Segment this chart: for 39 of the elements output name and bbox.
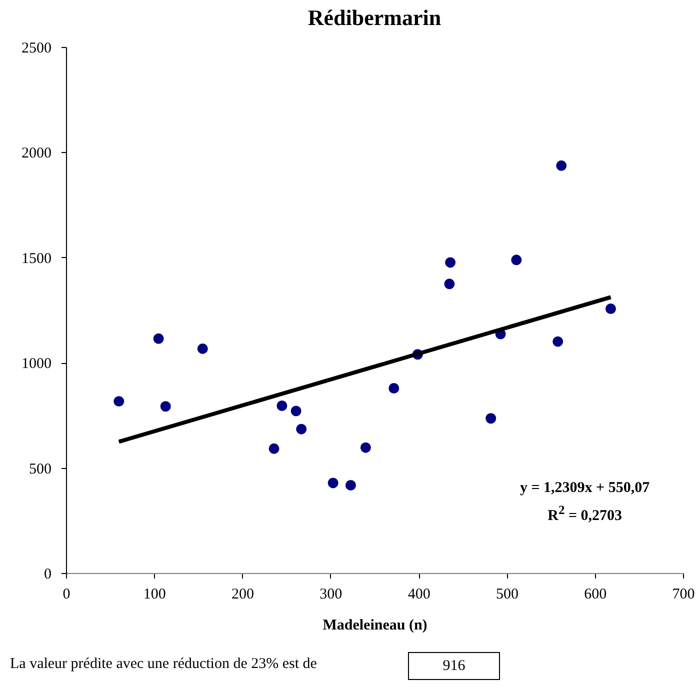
point — [486, 413, 496, 424]
x-tick-label: 400 — [408, 586, 430, 602]
y-tick-label: 2000 — [22, 146, 52, 162]
annotation: R$^{2}$ = 0,2703 — [546, 502, 623, 526]
x-tick-label: 300 — [320, 586, 342, 602]
y-tick-label: 2500 — [22, 40, 52, 56]
point — [345, 480, 356, 490]
point — [328, 478, 338, 488]
x-tick-label: 700 — [672, 586, 695, 602]
x-tick-label: 500 — [496, 586, 518, 602]
point — [114, 396, 124, 407]
point — [605, 304, 616, 314]
x-tick-label: 0 — [62, 586, 70, 602]
point — [445, 257, 456, 268]
x-tick-label: 200 — [232, 586, 254, 602]
x-tick-label: 100 — [143, 586, 166, 602]
point — [296, 424, 307, 434]
point — [444, 278, 455, 290]
chart-title: Rédibermarin — [308, 5, 442, 30]
text: 916 — [408, 652, 500, 680]
point — [552, 336, 564, 347]
point — [160, 401, 171, 412]
point — [268, 443, 280, 454]
x-tick-label: 600 — [584, 586, 607, 602]
y-tick-label: 0 — [44, 566, 52, 582]
point — [511, 254, 522, 266]
y-tick-label: 500 — [29, 461, 52, 478]
y-tick-label: 1500 — [22, 250, 52, 267]
x-axis-title: Madeleineau (n) — [322, 618, 428, 634]
point — [388, 383, 400, 394]
point — [276, 400, 288, 411]
point — [153, 333, 164, 344]
point — [197, 343, 208, 354]
point — [360, 442, 371, 453]
point — [290, 406, 302, 416]
y-tick-label: 1000 — [22, 356, 52, 372]
text: La valeur prédite avec une réduction de 23% est de — [10, 656, 317, 673]
annotation: y = 1,2309x + 550,07 — [520, 479, 650, 498]
point — [556, 160, 567, 171]
